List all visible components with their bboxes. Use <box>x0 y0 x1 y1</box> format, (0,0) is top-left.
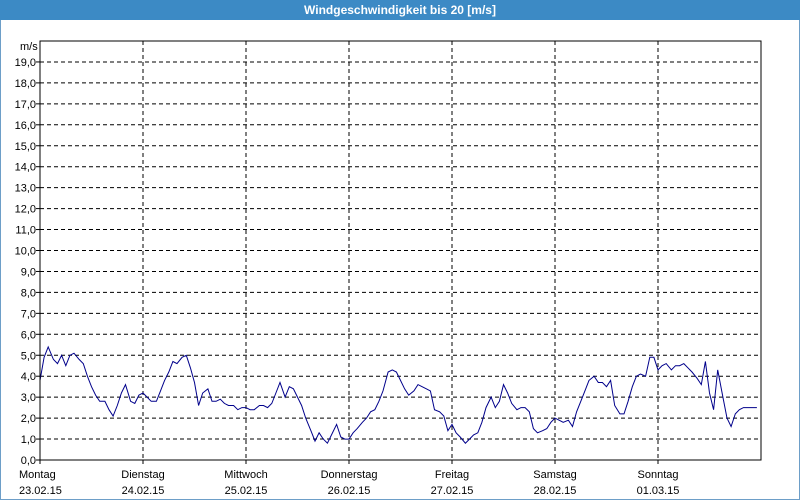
x-axis-ticks: Montag 23.02.15 Dienstag 24.02.15 Mittwoch 25… <box>19 460 679 497</box>
x-tick-weekday: Samstag <box>533 469 576 481</box>
x-tick-date: 27.02.15 <box>431 485 474 497</box>
x-tick-date: 26.02.15 <box>328 485 371 497</box>
y-tick-label: 0,0 <box>21 455 36 467</box>
y-tick-label: 6,0 <box>21 329 36 341</box>
y-tick-label: 18,0 <box>15 78 36 90</box>
y-tick-label: 16,0 <box>15 120 36 132</box>
y-tick-label: 14,0 <box>15 162 36 174</box>
plot-border <box>39 40 762 461</box>
wind-speed-line <box>39 345 757 445</box>
y-tick-label: 15,0 <box>15 141 36 153</box>
y-tick-label: 10,0 <box>15 246 36 258</box>
x-tick-weekday: Dienstag <box>121 469 164 481</box>
y-axis-ticks: 0,0 1,0 2,0 3,0 4,0 5,0 6,0 7,0 8,0 9,0 10,0 11,0 12… <box>15 57 40 467</box>
x-tick-weekday: Mittwoch <box>224 469 267 481</box>
y-tick-label: 11,0 <box>15 225 36 237</box>
x-tick-date: 24.02.15 <box>122 485 165 497</box>
y-tick-label: 12,0 <box>15 204 36 216</box>
y-tick-label: 13,0 <box>15 183 36 195</box>
x-tick-date: 25.02.15 <box>225 485 268 497</box>
y-tick-label: 7,0 <box>21 308 36 320</box>
y-tick-label: 5,0 <box>21 350 36 362</box>
y-tick-label: 8,0 <box>21 287 36 299</box>
x-tick-weekday: Donnerstag <box>321 469 378 481</box>
grid-lines <box>40 41 761 460</box>
x-tick-date: 28.02.15 <box>534 485 577 497</box>
x-tick-weekday: Montag <box>19 469 56 481</box>
y-axis-unit-label: m/s <box>20 41 38 53</box>
y-tick-label: 1,0 <box>21 434 36 446</box>
y-tick-label: 2,0 <box>21 413 36 425</box>
x-tick-date: 23.02.15 <box>19 485 62 497</box>
y-tick-label: 19,0 <box>15 57 36 69</box>
chart-title: Windgeschwindigkeit bis 20 [m/s] <box>0 0 800 20</box>
x-tick-weekday: Sonntag <box>638 469 679 481</box>
y-tick-label: 4,0 <box>21 371 36 383</box>
x-tick-date: 01.03.15 <box>637 485 680 497</box>
y-tick-label: 9,0 <box>21 266 36 278</box>
x-tick-weekday: Freitag <box>435 469 469 481</box>
y-tick-label: 3,0 <box>21 392 36 404</box>
y-tick-label: 17,0 <box>15 99 36 111</box>
